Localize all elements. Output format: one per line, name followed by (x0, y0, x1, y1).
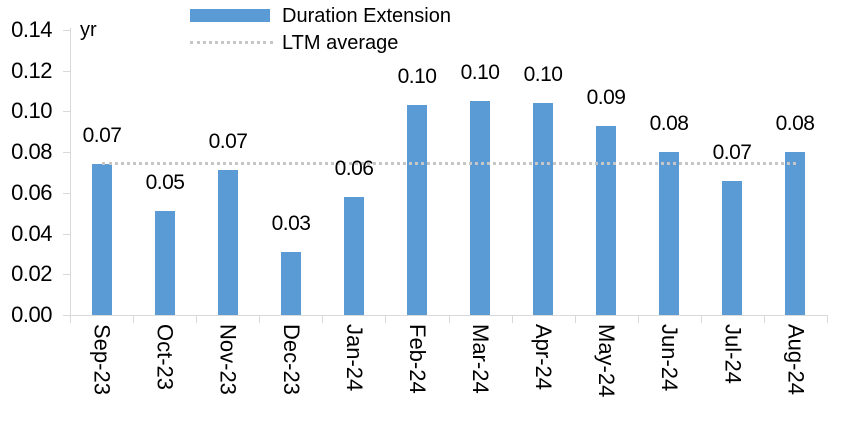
bar-nov-23 (218, 170, 238, 315)
legend-label-ltm-average: LTM average (282, 31, 399, 54)
y-axis-tick (63, 152, 70, 154)
x-axis-tick (259, 316, 261, 323)
bar-data-label: 0.05 (145, 171, 185, 194)
bar-apr-24 (533, 103, 553, 315)
y-axis-tick (63, 30, 70, 31)
y-axis-tick (63, 233, 70, 235)
x-label-cell: Dec-23 (259, 324, 322, 420)
x-axis-label-dec-23: Dec-23 (278, 324, 304, 395)
x-axis-label-apr-24: Apr-24 (531, 324, 557, 391)
y-axis-tick-label: 0.00 (11, 302, 52, 327)
legend-item-ltm-average: LTM average (190, 29, 451, 56)
plot-area: 0.07 0.05 0.07 0.03 0.06 0.10 0.10 0.10 0.09 0.08… (70, 30, 827, 315)
bar-oct-23 (155, 211, 175, 315)
bar-may-24 (596, 126, 616, 315)
x-axis-label-jul-24: Jul-24 (720, 324, 746, 384)
x-axis-label-nov-23: Nov-23 (215, 324, 241, 395)
x-label-cell: Oct-23 (133, 324, 196, 420)
y-axis-line (70, 28, 71, 322)
x-axis-label-jun-24: Jun-24 (657, 324, 683, 392)
bar-jun-24 (659, 152, 679, 315)
y-axis-tick-label: 0.12 (11, 57, 52, 83)
y-axis-unit-label: yr (80, 19, 97, 41)
x-axis-tick (827, 316, 828, 323)
y-axis-tick-label: 0.06 (11, 179, 52, 205)
x-label-cell: Feb-24 (385, 324, 448, 420)
x-label-cell: Jul-24 (701, 324, 764, 420)
x-axis-label-mar-24: Mar-24 (468, 324, 493, 394)
bar-data-label: 0.09 (586, 86, 626, 109)
y-axis-tick-label: 0.02 (11, 261, 52, 287)
bar-swatch-icon (190, 9, 270, 22)
y-axis-tick-label: 0.08 (11, 139, 52, 165)
x-axis-tick (574, 316, 576, 323)
legend: Duration Extension LTM average (190, 2, 451, 56)
y-axis-tick-label: 0.14 (11, 17, 52, 42)
x-label-cell: Apr-24 (512, 324, 575, 420)
x-axis-tick (448, 316, 450, 323)
x-axis-label-aug-24: Aug-24 (783, 324, 809, 395)
x-axis-label-oct-23: Oct-23 (152, 324, 178, 391)
x-axis-labels: Sep-23 Oct-23 Nov-23 Dec-23 Jan-24 Feb-24 Mar-… (70, 324, 827, 420)
bar-jul-24 (722, 181, 742, 315)
x-axis-tick (133, 316, 135, 323)
x-label-cell: Sep-23 (70, 324, 133, 420)
y-axis-tick (63, 111, 70, 113)
ltm-average-line (102, 162, 796, 165)
x-label-cell: Jan-24 (322, 324, 385, 420)
x-axis-tick (700, 316, 702, 323)
x-axis-tick (637, 316, 639, 323)
bar-data-label: 0.08 (649, 112, 689, 135)
bar-data-label: 0.07 (712, 141, 752, 164)
bar-data-label: 0.10 (523, 63, 563, 86)
bar-data-label: 0.07 (82, 124, 122, 147)
y-axis-tick (63, 315, 70, 316)
bar-data-label: 0.10 (397, 65, 437, 88)
x-axis-label-sep-23: Sep-23 (89, 324, 115, 395)
x-axis-label-may-24: May-24 (594, 324, 620, 398)
x-axis-tick (763, 316, 765, 323)
x-label-cell: Nov-23 (196, 324, 259, 420)
bar-dec-23 (281, 252, 301, 315)
y-axis-tick (63, 274, 70, 276)
bar-mar-24 (470, 101, 490, 315)
dotted-line-swatch-icon (190, 41, 273, 44)
y-axis-tick (63, 192, 70, 194)
bar-data-label: 0.07 (208, 130, 248, 153)
x-axis-label-feb-24: Feb-24 (404, 324, 430, 394)
bar-data-label: 0.06 (334, 157, 374, 180)
x-label-cell: Aug-24 (764, 324, 827, 420)
bar-data-label: 0.10 (460, 61, 500, 84)
x-axis-label-jan-24: Jan-24 (341, 324, 367, 392)
legend-label-duration-extension: Duration Extension (282, 4, 451, 27)
y-axis-tick-label: 0.04 (11, 220, 52, 246)
legend-item-duration-extension: Duration Extension (190, 2, 451, 29)
x-label-cell: May-24 (575, 324, 638, 420)
x-axis-tick (511, 316, 513, 323)
x-axis-tick (196, 316, 198, 323)
bar-aug-24 (785, 152, 805, 315)
y-axis-tick (63, 70, 70, 72)
bar-jan-24 (344, 197, 364, 315)
x-axis-tick (322, 316, 324, 323)
x-label-cell: Mar-24 (448, 324, 511, 420)
bar-feb-24 (407, 105, 427, 315)
bar-sep-23 (92, 164, 112, 315)
x-label-cell: Jun-24 (638, 324, 701, 420)
bar-data-label: 0.08 (775, 112, 815, 135)
y-axis-tick-label: 0.10 (11, 98, 52, 124)
bar-data-label: 0.03 (271, 212, 311, 235)
x-axis-tick (385, 316, 387, 323)
x-axis-tick (70, 316, 71, 323)
x-axis-line (70, 315, 828, 316)
